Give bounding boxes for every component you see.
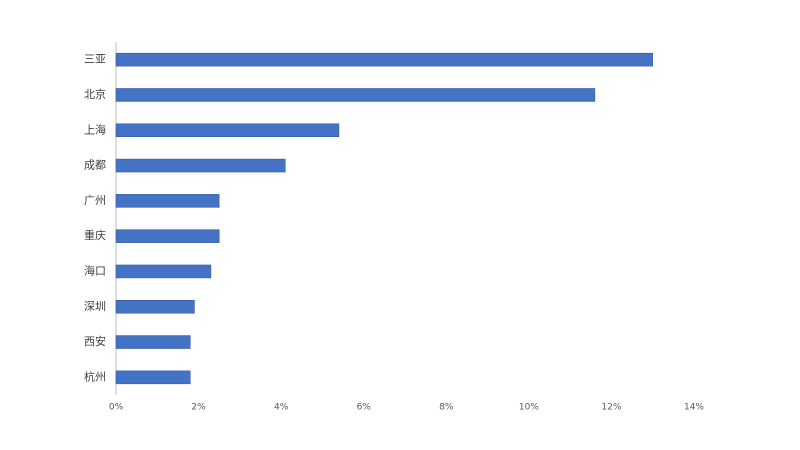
y-tick-label: 杭州 — [84, 369, 106, 383]
y-tick-label: 重庆 — [84, 228, 106, 242]
bar — [115, 158, 286, 173]
x-tick-label: 10% — [519, 403, 539, 413]
y-tick-label: 西安 — [84, 334, 106, 348]
y-tick-label: 三亚 — [84, 53, 106, 66]
x-tick-label: 2% — [191, 403, 206, 413]
y-tick-label: 北京 — [84, 87, 106, 101]
bar — [115, 52, 653, 67]
y-tick-label: 成都 — [84, 159, 106, 172]
bar — [115, 123, 340, 137]
bar — [115, 88, 596, 102]
x-tick-label: 12% — [601, 403, 621, 413]
bar — [115, 229, 220, 243]
x-tick-label: 14% — [684, 403, 704, 413]
y-tick-label: 深圳 — [84, 300, 106, 313]
bar — [115, 264, 212, 279]
bar — [115, 300, 195, 314]
y-tick-label: 海口 — [84, 263, 106, 277]
x-tick-label: 4% — [274, 403, 289, 413]
y-tick-label: 广州 — [84, 194, 106, 207]
bar — [115, 335, 191, 349]
bar — [115, 194, 220, 208]
x-tick-label: 6% — [357, 403, 372, 413]
bar — [115, 370, 191, 385]
y-tick-label: 上海 — [84, 122, 106, 136]
x-tick-label: 0% — [109, 403, 124, 413]
x-tick-label: 8% — [439, 403, 454, 413]
